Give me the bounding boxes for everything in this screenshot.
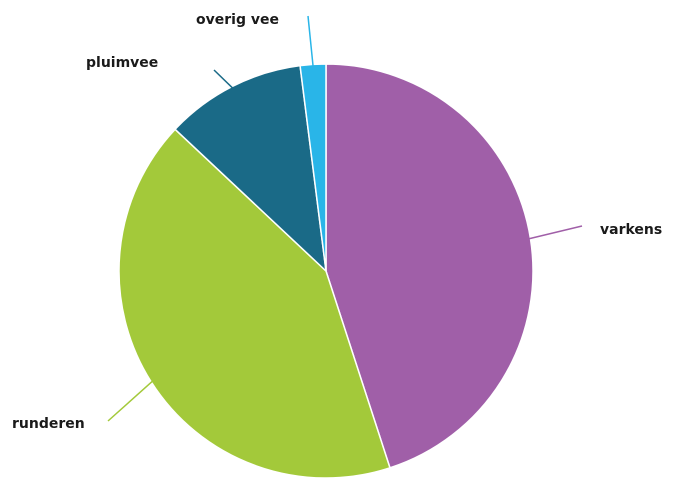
slice-label-pluimvee: pluimvee [86, 55, 158, 71]
slice-label-overig-vee: overig vee [196, 12, 279, 28]
slice-label-varkens: varkens [600, 222, 662, 238]
leader-line-runderen [107, 380, 154, 422]
leader-line-overig-vee [307, 15, 314, 67]
slice-labels: varkens runderen pluimvee overig vee [12, 12, 662, 432]
slice-label-runderen: runderen [12, 416, 85, 432]
pie-slices [118, 63, 534, 478]
leader-line-varkens [528, 225, 583, 240]
leader-line-pluimvee [213, 69, 234, 89]
leader-lines [107, 15, 583, 422]
